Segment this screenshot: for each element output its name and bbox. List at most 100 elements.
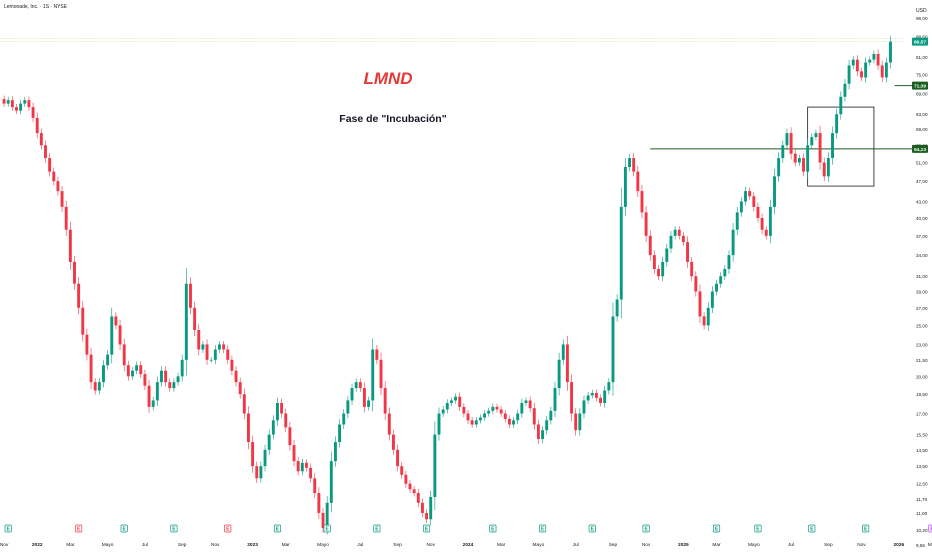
price-badge: 71,39 bbox=[912, 81, 928, 90]
candle-body bbox=[826, 158, 830, 177]
candle-body bbox=[321, 512, 325, 528]
candle-body bbox=[400, 466, 404, 475]
candle bbox=[590, 389, 594, 399]
candle bbox=[499, 406, 503, 417]
x-tick-label: Mayo bbox=[748, 542, 760, 548]
candle bbox=[387, 407, 391, 441]
candle-body bbox=[628, 158, 631, 168]
candle-body bbox=[644, 212, 648, 236]
x-tick-label: Sep bbox=[178, 542, 187, 548]
candle-body bbox=[619, 206, 623, 300]
candle-body bbox=[623, 167, 627, 207]
candle-body bbox=[470, 420, 474, 425]
dotted-level-lines bbox=[0, 38, 905, 42]
earnings-marker-icon: E bbox=[489, 524, 497, 533]
candle-body bbox=[545, 420, 549, 431]
x-tick-label: Mayo bbox=[102, 542, 114, 548]
candle-body bbox=[487, 410, 491, 414]
y-tick-label: 27,00 bbox=[916, 306, 928, 311]
candle-body bbox=[528, 400, 532, 409]
candle bbox=[723, 265, 727, 281]
candle bbox=[317, 487, 321, 519]
candle bbox=[454, 393, 458, 404]
candle bbox=[487, 407, 491, 417]
candle bbox=[255, 461, 259, 483]
candle-body bbox=[126, 365, 130, 377]
y-tick-label: 63,00 bbox=[916, 112, 928, 117]
candle bbox=[441, 406, 445, 417]
candle bbox=[433, 421, 437, 511]
y-tick-label: 81,00 bbox=[916, 55, 928, 60]
candle bbox=[234, 366, 238, 387]
candle-body bbox=[843, 83, 847, 97]
candle bbox=[143, 369, 147, 391]
candle bbox=[599, 394, 602, 407]
symbol-title: Lemonade, Inc. · 1S · NYSE bbox=[4, 4, 68, 10]
candle-body bbox=[338, 424, 342, 443]
candle bbox=[358, 378, 362, 392]
y-tick-label: 40,00 bbox=[916, 216, 928, 221]
candle bbox=[843, 79, 847, 102]
candle-body bbox=[851, 59, 855, 66]
candle bbox=[739, 197, 743, 217]
y-tick-label: 31,00 bbox=[916, 274, 928, 279]
candle bbox=[851, 56, 855, 70]
candle bbox=[773, 168, 776, 215]
candle bbox=[52, 167, 56, 186]
candle-body bbox=[247, 413, 250, 443]
candle-body bbox=[889, 41, 892, 63]
candle bbox=[110, 307, 114, 364]
earnings-marker-box bbox=[373, 524, 381, 533]
candle-body bbox=[565, 344, 569, 383]
candle-body bbox=[139, 365, 143, 375]
candle-body bbox=[520, 402, 524, 414]
candle bbox=[247, 406, 250, 450]
candle bbox=[288, 421, 292, 451]
candle-body bbox=[77, 283, 81, 308]
y-tick-label: 25,00 bbox=[916, 323, 928, 328]
candle bbox=[97, 378, 101, 395]
candle-body bbox=[549, 410, 553, 421]
candle bbox=[292, 439, 296, 467]
x-tick-label: Sep bbox=[609, 542, 618, 548]
candle-body bbox=[35, 117, 39, 134]
candle bbox=[164, 366, 168, 387]
candle bbox=[19, 99, 23, 115]
candle bbox=[437, 407, 441, 441]
earnings-marker-box bbox=[808, 524, 816, 533]
candle-body bbox=[93, 382, 97, 391]
x-tick-label: 2023 bbox=[247, 542, 258, 548]
candle bbox=[218, 340, 221, 353]
currency-label: USD bbox=[916, 8, 927, 14]
candle-body bbox=[205, 344, 209, 360]
candle-body bbox=[673, 229, 677, 236]
candle-body bbox=[760, 218, 764, 230]
candle-body bbox=[379, 359, 383, 389]
candle-body bbox=[860, 71, 863, 78]
candle-body bbox=[503, 413, 507, 419]
candle bbox=[462, 403, 466, 418]
candle bbox=[541, 426, 545, 444]
candle bbox=[864, 57, 868, 83]
x-tick-label: Nov bbox=[857, 542, 866, 548]
candle bbox=[321, 507, 325, 533]
candle bbox=[81, 300, 85, 342]
candle-body bbox=[652, 255, 656, 269]
candle-body bbox=[669, 235, 673, 249]
candle bbox=[106, 350, 110, 370]
candle-body bbox=[570, 382, 574, 414]
candle-body bbox=[333, 442, 337, 462]
candle bbox=[147, 379, 151, 413]
x-tick-label: Mayo bbox=[533, 542, 545, 548]
candle bbox=[44, 140, 47, 163]
candle bbox=[814, 129, 818, 141]
candle bbox=[362, 382, 366, 413]
price-axis: 96,0088,5081,0075,0069,0063,0059,0055,00… bbox=[916, 16, 928, 548]
candle-body bbox=[176, 376, 180, 383]
candle-body bbox=[793, 153, 797, 163]
candle bbox=[706, 302, 710, 331]
candle-body bbox=[690, 261, 694, 277]
candle-body bbox=[710, 291, 714, 308]
